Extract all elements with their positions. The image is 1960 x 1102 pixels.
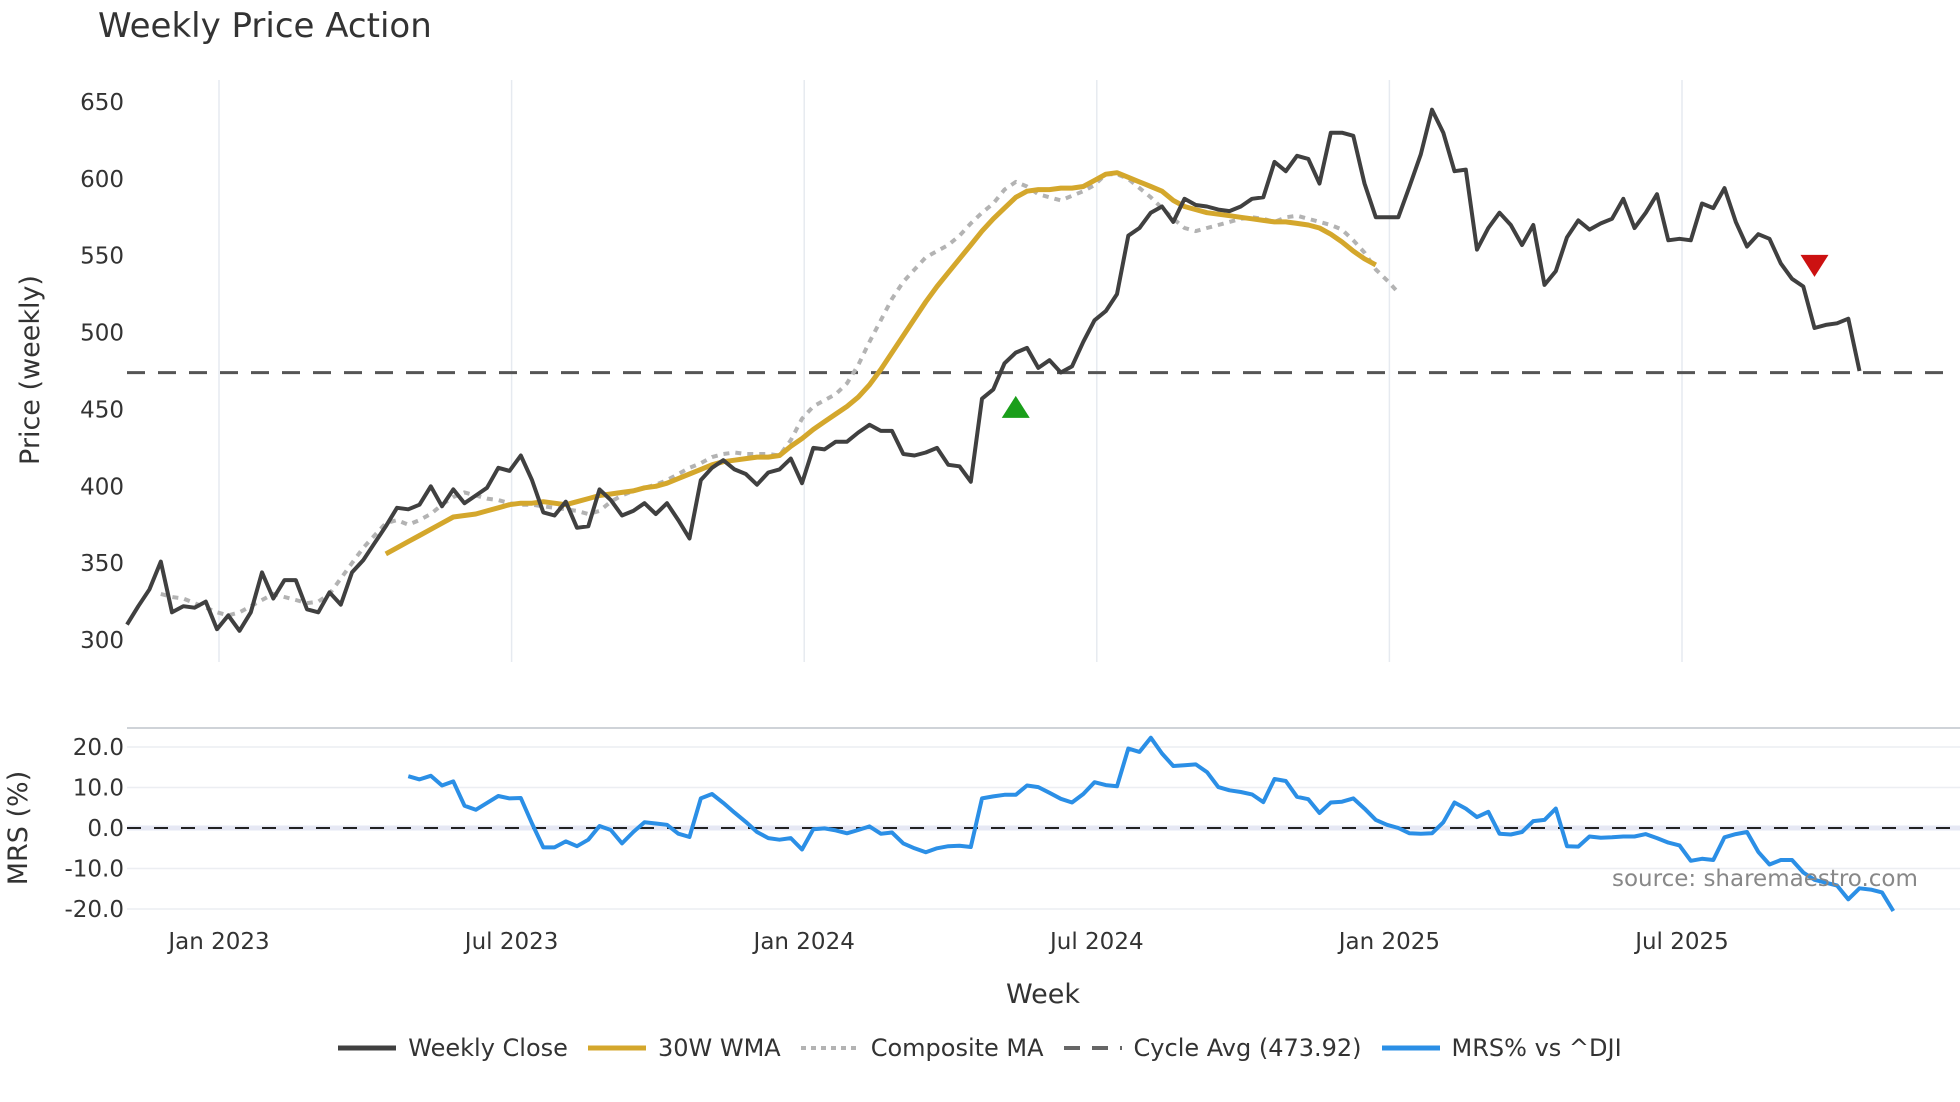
x-tick-label: Jul 2025 (1633, 929, 1729, 955)
x-tick-label: Jan 2023 (166, 929, 269, 955)
price-y-tick-label: 300 (80, 628, 124, 654)
legend: Weekly Close 30W WMA Composite MA Cycle … (0, 1034, 1960, 1062)
legend-label: Composite MA (870, 1034, 1044, 1062)
series-lines (125, 107, 1960, 913)
price-y-axis-label: Price (weekly) (15, 275, 46, 465)
chart-title: Weekly Price Action (98, 6, 432, 46)
dashed-line-icon (1063, 1046, 1122, 1050)
wma-30w-line (384, 170, 1377, 557)
legend-item-30w-wma[interactable]: 30W WMA (587, 1034, 781, 1062)
legend-item-mrs[interactable]: MRS% vs ^DJI (1381, 1034, 1622, 1062)
mrs-y-tick-label: 20.0 (73, 735, 124, 761)
legend-label: Cycle Avg (473.92) (1133, 1034, 1362, 1062)
price-y-tick-label: 500 (80, 321, 124, 347)
x-tick-label: Jan 2024 (752, 929, 855, 955)
price-y-tick-label: 600 (80, 167, 124, 193)
mrs-y-tick-label: 10.0 (73, 776, 124, 802)
price-y-tick-label: 350 (80, 551, 124, 577)
weekly-close-line (125, 107, 1862, 633)
price-y-tick-label: 450 (80, 397, 124, 423)
solid-line-icon (338, 1045, 397, 1051)
x-axis-label: Week (1006, 979, 1080, 1010)
buy-signal-triangle-up-icon (1001, 395, 1030, 418)
mrs-y-tick-label: -10.0 (64, 857, 124, 883)
composite-ma-line (160, 172, 1400, 618)
mrs-y-tick-label: -20.0 (64, 897, 124, 923)
price-y-tick-label: 550 (80, 244, 124, 270)
mrs-y-tick-label: 0.0 (87, 816, 124, 842)
legend-label: MRS% vs ^DJI (1451, 1034, 1622, 1062)
legend-label: Weekly Close (408, 1034, 568, 1062)
mrs-y-axis-label: MRS (%) (3, 771, 34, 886)
solid-line-icon (1381, 1045, 1440, 1051)
legend-label: 30W WMA (657, 1034, 781, 1062)
legend-item-cycle-avg[interactable]: Cycle Avg (473.92) (1063, 1034, 1362, 1062)
x-tick-label: Jul 2024 (1048, 929, 1144, 955)
source-annotation: source: sharemaestro.com (1612, 866, 1918, 892)
x-tick-label: Jan 2025 (1337, 929, 1440, 955)
signal-markers (1001, 254, 1829, 418)
legend-item-composite-ma[interactable]: Composite MA (800, 1034, 1044, 1062)
price-y-tick-label: 650 (80, 90, 124, 116)
solid-line-icon (587, 1045, 646, 1051)
x-axis-ticks: Jan 2023 Jul 2023 Jan 2024 Jul 2024 Jan 2025… (166, 929, 1728, 955)
sell-signal-triangle-down-icon (1800, 254, 1829, 277)
gridlines (127, 80, 1960, 910)
x-tick-label: Jul 2023 (463, 929, 559, 955)
mrs-line (407, 735, 1896, 913)
price-y-tick-label: 400 (80, 474, 124, 500)
y-axis-ticks: 20.0 10.0 0.0 -10.0 -20.0 300 350 400 450 500 550 6… (64, 90, 124, 923)
legend-item-weekly-close[interactable]: Weekly Close (338, 1034, 568, 1062)
dotted-line-icon (800, 1046, 859, 1050)
